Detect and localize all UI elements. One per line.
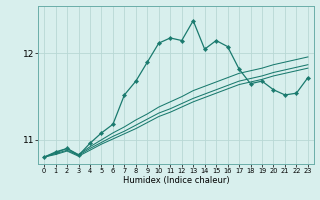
X-axis label: Humidex (Indice chaleur): Humidex (Indice chaleur) [123, 176, 229, 185]
